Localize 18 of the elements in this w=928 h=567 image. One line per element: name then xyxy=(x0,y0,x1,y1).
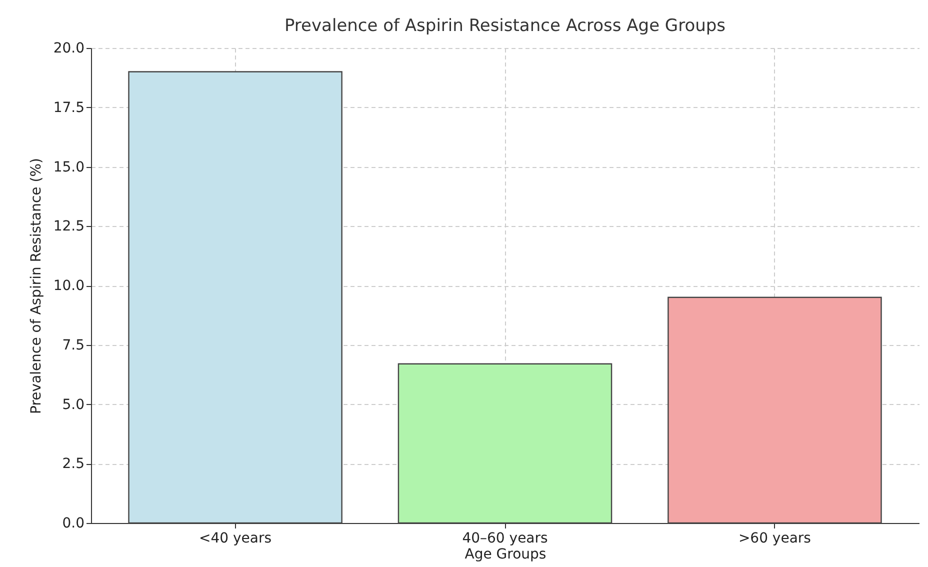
y-tick-label: 5.0 xyxy=(62,396,84,413)
y-tick-label: 10.0 xyxy=(53,278,84,294)
x-axis-title: Age Groups xyxy=(464,546,546,562)
y-axis-title: Prevalence of Aspirin Resistance (%) xyxy=(28,158,44,414)
bar xyxy=(398,363,612,524)
y-tick-label: 17.5 xyxy=(53,100,84,116)
y-tick-label: 20.0 xyxy=(53,40,84,56)
y-tick-label: 12.5 xyxy=(53,218,84,235)
x-tick-label: <40 years xyxy=(199,530,272,546)
x-tick-label: >60 years xyxy=(738,530,811,546)
y-tick-label: 15.0 xyxy=(53,159,84,176)
y-tick-label: 7.5 xyxy=(62,337,84,354)
x-tick-label: 40–60 years xyxy=(462,530,548,546)
y-tick-label: 0.0 xyxy=(62,516,84,532)
bar xyxy=(668,296,882,524)
y-tick-label: 2.5 xyxy=(62,456,84,472)
chart-title: Prevalence of Aspirin Resistance Across Age Groups xyxy=(284,16,726,36)
bar xyxy=(128,71,342,524)
